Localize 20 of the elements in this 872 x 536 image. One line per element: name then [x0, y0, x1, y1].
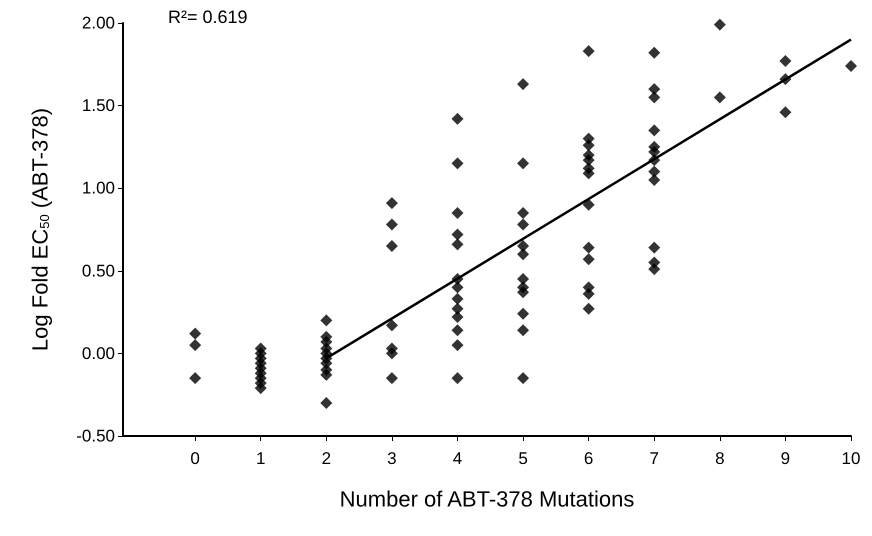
x-tick-label: 0 — [190, 449, 200, 468]
y-tick-label: 0.00 — [82, 344, 115, 363]
annotation: R²= 0.619 — [168, 7, 248, 27]
x-tick-label: 7 — [650, 449, 659, 468]
y-tick-label: -0.50 — [76, 426, 115, 446]
x-tick-label: 1 — [256, 449, 266, 468]
x-axis-title: Number of ABT-378 Mutations — [340, 486, 634, 512]
x-tick-label: 4 — [452, 449, 462, 468]
x-tick-label: 6 — [584, 449, 594, 468]
x-tick-label: 5 — [518, 449, 528, 468]
y-tick-label: 0.50 — [82, 261, 115, 280]
y-tick-label: 1.00 — [82, 178, 115, 198]
x-tick-label: 9 — [780, 449, 790, 468]
y-tick-label: 2.00 — [82, 14, 115, 32]
y-axis-title: Log Fold EC50 (ABT-378) — [28, 108, 52, 352]
x-tick-label: 2 — [322, 449, 332, 468]
x-tick-label: 3 — [387, 449, 397, 468]
y-tick-label: 1.50 — [82, 96, 115, 116]
x-tick-label: 8 — [715, 449, 725, 468]
x-tick-label: 10 — [842, 449, 860, 468]
